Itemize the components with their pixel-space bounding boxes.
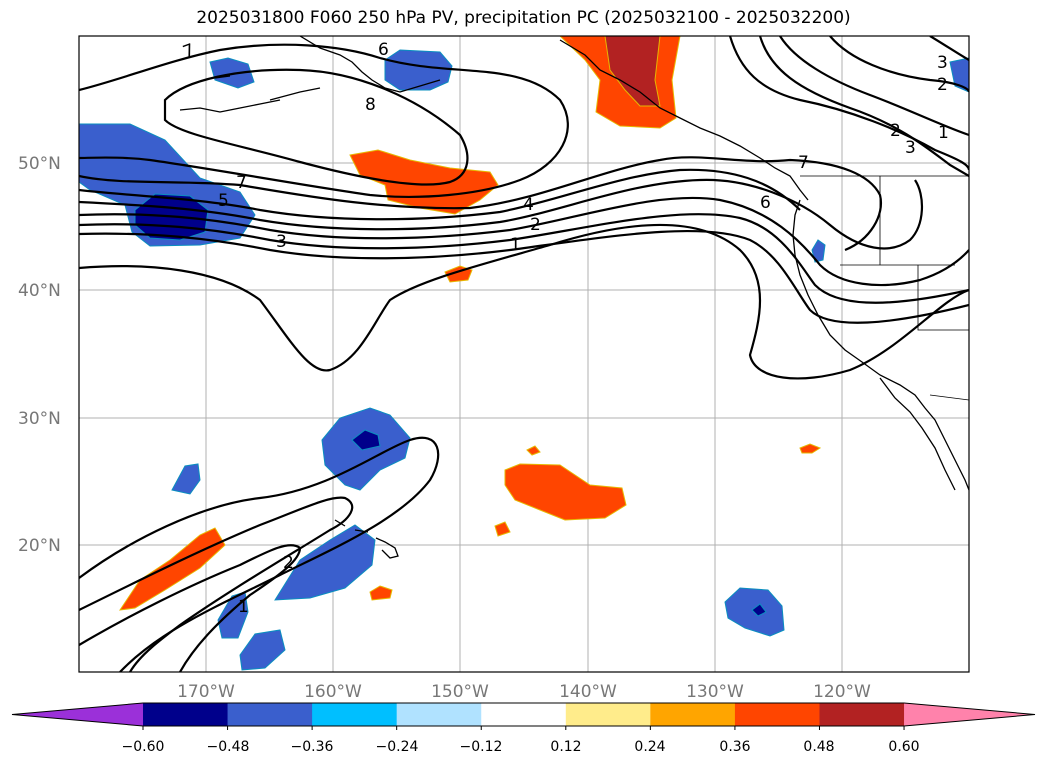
contour-label: 7 — [798, 153, 809, 173]
map-area — [79, 36, 969, 672]
contour-5 — [79, 178, 924, 250]
contour-east-1 — [728, 36, 969, 171]
contour-2 — [79, 229, 969, 324]
colorbar-extend-high — [904, 703, 1035, 726]
contour-label: 1 — [510, 235, 521, 255]
contour-4 — [79, 196, 969, 287]
precip-area-north-orange — [349, 149, 499, 215]
lon-label: 120°W — [813, 682, 871, 702]
contour-label: 6 — [378, 40, 389, 60]
contour-label: 2 — [937, 75, 948, 95]
precip-area-small-e — [494, 521, 511, 537]
contour-label: 5 — [218, 191, 229, 211]
contour-label: 6 — [760, 193, 771, 213]
contour-labels: 7 6 8 5 7 3 4 2 1 6 7 2 3 1 3 2 2 1 — [180, 40, 948, 617]
precip-area-southwest — [118, 527, 226, 611]
contour-label: 2 — [283, 553, 294, 573]
lat-label: 20°N — [18, 536, 61, 556]
longitude-labels: 170°W 160°W 150°W 140°W 130°W 120°W — [177, 682, 871, 702]
colorbar-tick-label: −0.48 — [207, 739, 250, 755]
colorbar-segment — [143, 703, 229, 726]
colorbar-segment — [650, 703, 736, 726]
precip-area-hawaii — [274, 524, 376, 601]
precip-negative-areas — [79, 49, 969, 671]
contour-label: 1 — [938, 123, 949, 143]
colorbar-tick-label: 0.36 — [719, 739, 750, 755]
colorbar-tick-label: 0.60 — [888, 739, 919, 755]
contour-east-3 — [779, 36, 969, 137]
lon-label: 160°W — [304, 682, 362, 702]
precip-core-alaska — [604, 36, 661, 107]
colorbar — [11, 702, 1036, 730]
contour-8 — [163, 68, 469, 186]
contour-label: 3 — [276, 232, 287, 252]
coast-alaska — [299, 36, 809, 201]
colorbar-segment — [312, 703, 398, 726]
precip-positive-areas — [118, 36, 822, 611]
colorbar-tick-labels: −0.60 −0.48 −0.36 −0.24 −0.12 0.12 0.24 … — [122, 739, 920, 755]
lon-label: 140°W — [559, 682, 617, 702]
pv-contours — [79, 36, 969, 672]
colorbar-segment — [227, 703, 313, 726]
lon-label: 170°W — [177, 682, 235, 702]
precip-area-small-a — [171, 463, 201, 495]
contour-south-1 — [79, 436, 440, 672]
coast-west-us — [792, 199, 969, 491]
precip-area-small-h — [526, 445, 541, 456]
precip-area-aleutian2 — [384, 49, 453, 91]
map-frame — [78, 35, 970, 673]
lat-label: 40°N — [18, 281, 61, 301]
coastlines — [179, 36, 969, 559]
precip-area-east — [504, 463, 627, 521]
colorbar-segment — [734, 703, 820, 726]
precip-area-small-g — [799, 443, 822, 454]
contour-east-4 — [829, 36, 969, 93]
precip-core-southeast — [751, 603, 767, 617]
colorbar-tick-label: 0.48 — [803, 739, 834, 755]
lon-label: 150°W — [431, 682, 489, 702]
colorbar-tick-label: −0.24 — [376, 739, 419, 755]
contour-label: 8 — [365, 95, 376, 115]
contour-south-2 — [79, 496, 354, 672]
precip-area-small-f — [369, 585, 393, 601]
colorbar-tick-label: −0.12 — [460, 739, 503, 755]
colorbar-tick-label: −0.36 — [291, 739, 334, 755]
lat-label: 30°N — [18, 409, 61, 429]
contour-label: 3 — [905, 138, 916, 158]
contour-label: 2 — [890, 121, 901, 141]
state-border-1 — [800, 175, 969, 401]
figure-title: 2025031800 F060 250 hPa PV, precipitatio… — [196, 8, 851, 28]
colorbar-tick-label: 0.24 — [634, 739, 665, 755]
colorbar-segment — [396, 703, 482, 726]
contour-3 — [79, 213, 969, 304]
lat-label: 50°N — [18, 154, 61, 174]
contour-south-3 — [79, 544, 302, 672]
colorbar-tick-label: −0.60 — [122, 739, 165, 755]
colorbar-segment — [819, 703, 905, 726]
contour-label: 1 — [238, 597, 249, 617]
colorbar-tick-label: 0.12 — [550, 739, 581, 755]
contour-7-label-line — [79, 156, 883, 252]
contour-east-5 — [929, 36, 969, 61]
contour-east-2 — [758, 36, 969, 177]
colorbar-extend-low — [12, 703, 143, 726]
precip-area-small-c — [239, 629, 286, 671]
colorbar-segment — [565, 703, 651, 726]
precip-core-center — [351, 429, 381, 451]
contour-label: 7 — [236, 173, 247, 193]
contour-1-north — [79, 223, 969, 380]
contour-label: 3 — [937, 53, 948, 73]
contour-label: 4 — [523, 195, 534, 215]
contour-6 — [79, 168, 801, 221]
contour-label: 2 — [530, 215, 541, 235]
coast-baja — [879, 377, 956, 491]
contour-7-north — [79, 43, 569, 198]
colorbar-segment — [481, 703, 567, 726]
lon-label: 130°W — [686, 682, 744, 702]
latitude-labels: 50°N 40°N 30°N 20°N — [18, 154, 61, 556]
